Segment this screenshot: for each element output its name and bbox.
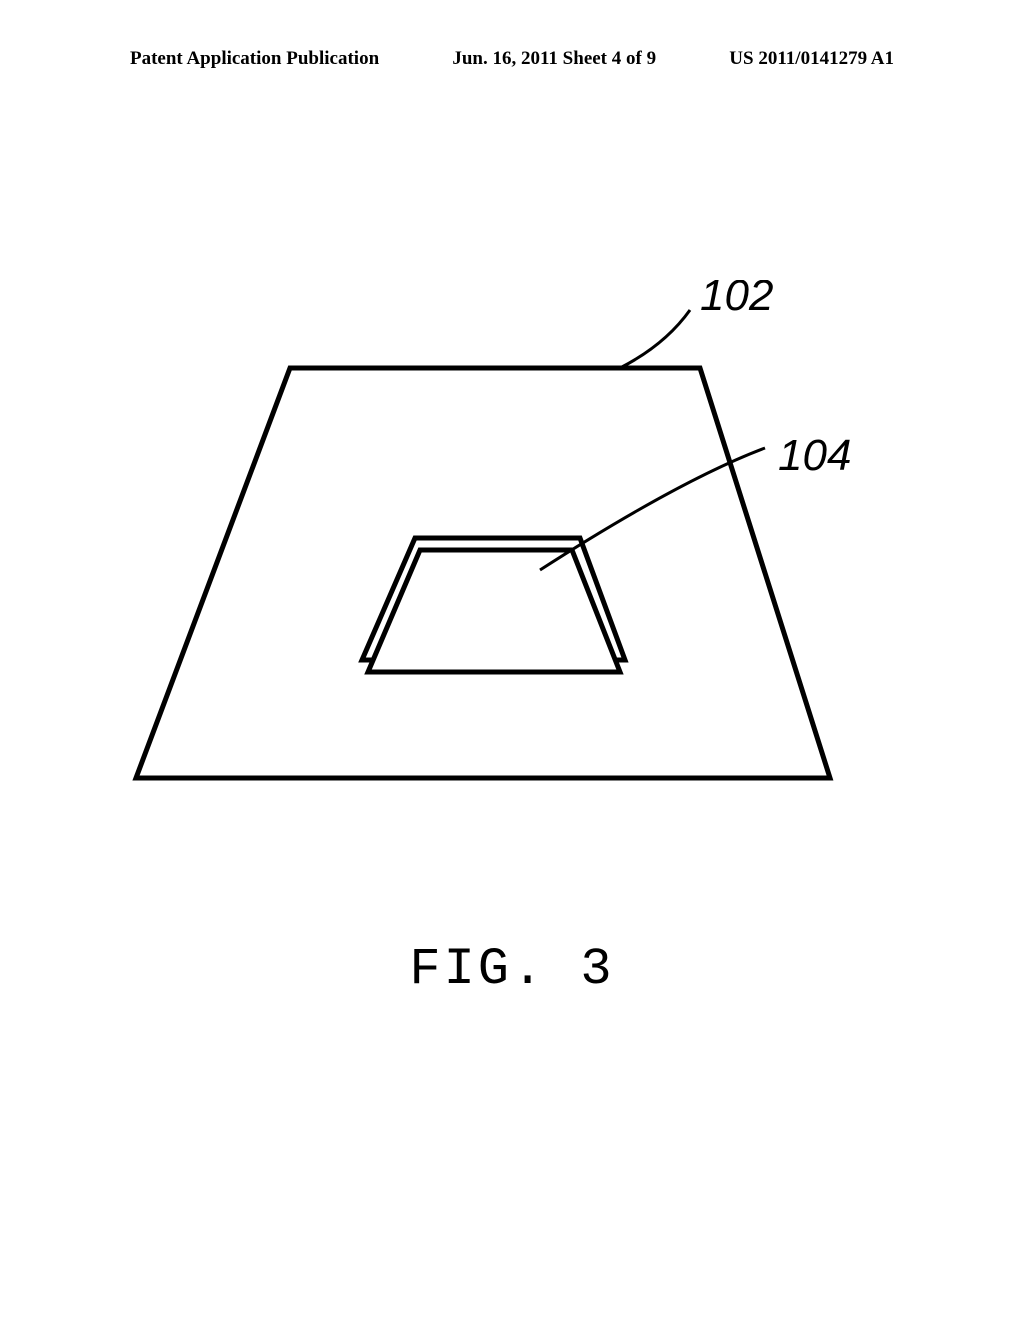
ref-label-104: 104 (778, 431, 851, 480)
page-header: Patent Application Publication Jun. 16, … (0, 48, 1024, 70)
diagram-svg: 102 104 (0, 280, 1024, 880)
figure-caption: FIG. 3 (0, 940, 1024, 999)
header-left: Patent Application Publication (130, 48, 379, 70)
figure-3: 102 104 (0, 280, 1024, 980)
leader-line-102 (620, 310, 690, 368)
header-right: US 2011/0141279 A1 (729, 48, 894, 70)
header-center: Jun. 16, 2011 Sheet 4 of 9 (452, 48, 656, 70)
figure-label-text: FIG. 3 (409, 940, 614, 999)
ref-label-102: 102 (700, 280, 773, 320)
inner-trapezoid-104 (368, 550, 620, 672)
